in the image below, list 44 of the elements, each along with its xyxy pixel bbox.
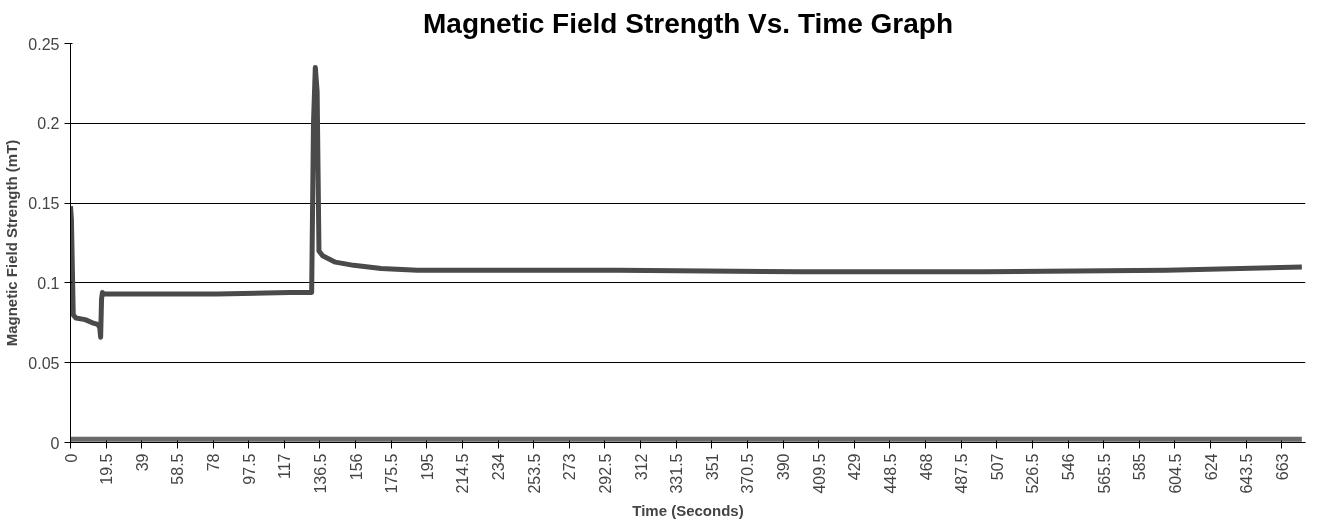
x-tick-label: 253.5 xyxy=(525,453,543,494)
x-tick-label: 526.5 xyxy=(1024,453,1042,494)
x-tick-label: 234 xyxy=(490,453,507,481)
x-tick-label: 117 xyxy=(276,453,294,480)
x-axis-title: Time (Seconds) xyxy=(632,501,744,519)
y-tick-label: 0.25 xyxy=(28,35,60,53)
y-tick-label: 0.15 xyxy=(28,195,60,213)
x-tick-label: 156 xyxy=(347,453,365,481)
x-tick-label: 604.5 xyxy=(1166,453,1184,494)
x-tick-label: 487.5 xyxy=(953,453,971,494)
x-tick-label: 195 xyxy=(418,453,436,481)
x-tick-label: 624 xyxy=(1202,453,1220,481)
x-tick-label: 312 xyxy=(632,453,650,481)
x-tick-label: 468 xyxy=(917,453,935,481)
y-axis-title: Magnetic Field Strength (mT) xyxy=(3,139,21,347)
x-tick-label: 175.5 xyxy=(383,453,401,494)
x-tick-label: 409.5 xyxy=(810,453,828,494)
x-tick-label: 331.5 xyxy=(668,453,686,494)
x-tick-label: 565.5 xyxy=(1095,453,1113,494)
x-tick-label: 292.5 xyxy=(596,453,614,494)
x-tick-label: 97.5 xyxy=(240,453,258,485)
x-tick-label: 448.5 xyxy=(881,453,899,494)
x-tick-label: 78 xyxy=(205,453,222,472)
x-tick-label: 429 xyxy=(846,453,864,481)
x-tick-label: 370.5 xyxy=(739,453,757,494)
x-tick-label: 214.5 xyxy=(454,453,472,494)
x-tick-label: 273 xyxy=(561,453,579,481)
x-tick-label: 663 xyxy=(1273,453,1291,481)
x-tick-label: 136.5 xyxy=(311,453,329,494)
y-tick-label: 0.2 xyxy=(37,115,60,133)
x-tick-label: 390 xyxy=(775,453,792,481)
x-tick-label: 39 xyxy=(133,453,151,472)
x-tick-label: 507 xyxy=(988,453,1006,481)
x-tick-label: 19.5 xyxy=(98,453,116,485)
y-tick-label: 0.1 xyxy=(37,274,60,292)
x-tick-label: 351 xyxy=(703,453,721,481)
x-tick-label: 58.5 xyxy=(169,453,187,485)
x-tick-label: 585 xyxy=(1131,453,1149,481)
x-tick-label: 643.5 xyxy=(1238,453,1256,494)
x-tick-label: 0 xyxy=(62,453,80,463)
chart-title: Magnetic Field Strength Vs. Time Graph xyxy=(422,7,954,39)
y-tick-label: 0.05 xyxy=(28,354,60,372)
y-tick-label: 0 xyxy=(50,434,60,452)
x-tick-label: 546 xyxy=(1060,453,1077,481)
